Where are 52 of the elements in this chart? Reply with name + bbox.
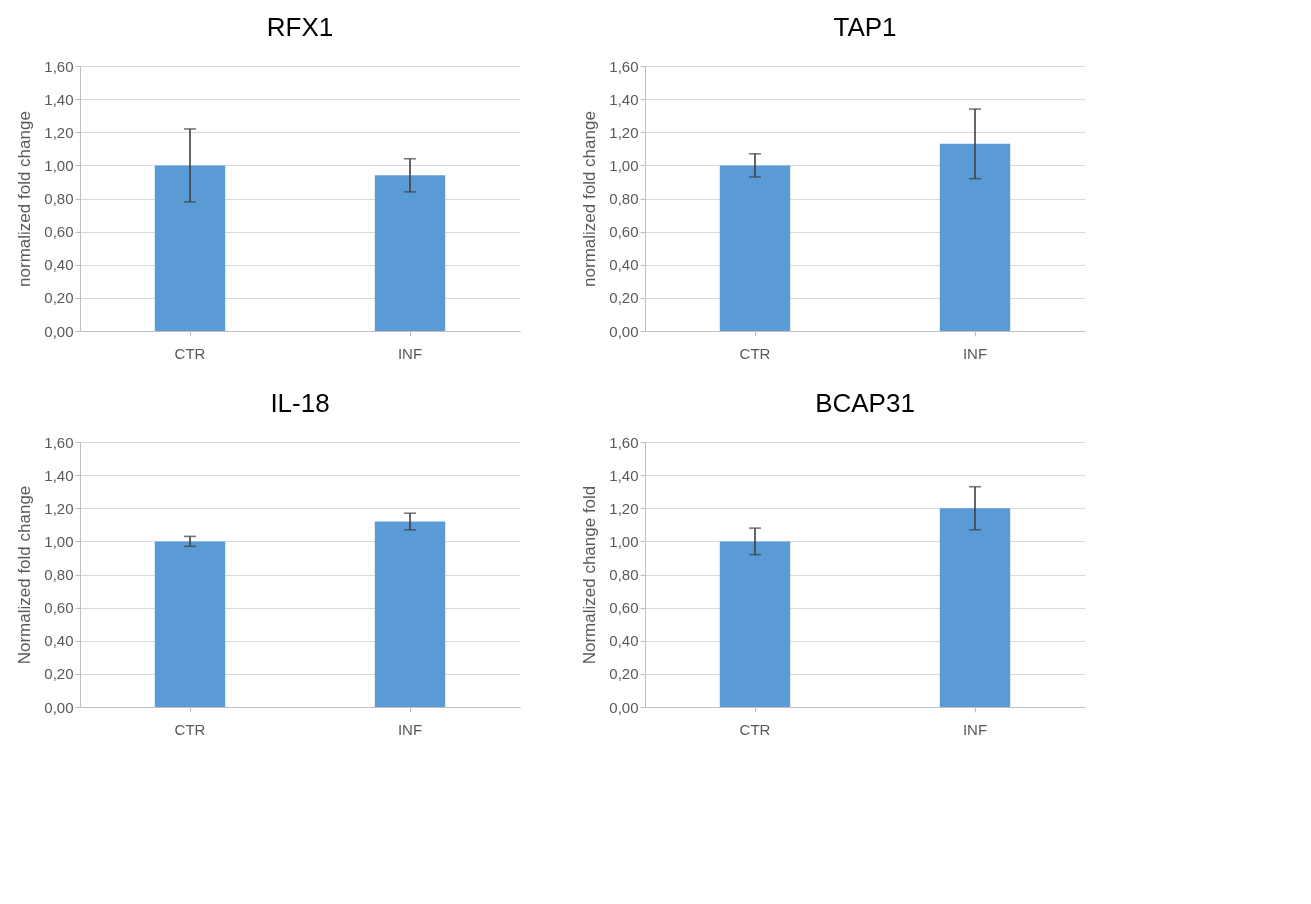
x-tick-label: CTR <box>174 344 206 362</box>
y-tick-label: 0,40 <box>44 632 74 650</box>
y-tick-label: 1,00 <box>44 156 74 174</box>
y-tick-label: 0,00 <box>609 698 639 716</box>
x-tick-label: INF <box>962 720 988 738</box>
y-tick-label: 0,40 <box>609 256 639 274</box>
y-tick-label: 1,60 <box>609 57 639 75</box>
y-tick-label: 0,80 <box>44 566 74 583</box>
y-tick-label: 1,00 <box>609 156 639 174</box>
chart-title: BCAP31 <box>815 388 915 418</box>
y-tick-label: 0,60 <box>44 599 74 617</box>
y-tick-label: 0,80 <box>609 190 639 207</box>
y-tick-label: 1,00 <box>44 532 74 550</box>
y-tick-label: 0,00 <box>44 322 74 340</box>
y-tick-label: 1,40 <box>609 466 639 484</box>
y-axis-title: Normalized change fold <box>580 485 600 665</box>
y-tick-label: 1,40 <box>609 90 639 108</box>
y-tick-label: 1,60 <box>609 433 639 451</box>
y-tick-label: 0,20 <box>609 665 639 683</box>
y-tick-label: 0,20 <box>44 289 74 307</box>
y-tick-label: 0,80 <box>609 566 639 583</box>
y-tick-label: 1,20 <box>44 123 74 141</box>
chart-title: IL-18 <box>270 388 330 418</box>
x-tick-label: INF <box>397 344 423 362</box>
x-tick-label: CTR <box>174 720 206 738</box>
y-tick-label: 1,40 <box>44 90 74 108</box>
x-tick-label: INF <box>962 344 988 362</box>
y-tick-label: 1,60 <box>44 433 74 451</box>
y-axis-title: Normalized fold change <box>15 485 35 665</box>
x-tick-label: CTR <box>739 720 771 738</box>
y-axis-title: normalized fold change <box>580 111 600 287</box>
y-tick-label: 0,60 <box>609 599 639 617</box>
y-tick-label: 0,40 <box>44 256 74 274</box>
y-tick-label: 0,00 <box>609 322 639 340</box>
y-tick-label: 1,20 <box>609 123 639 141</box>
y-axis-title: normalized fold change <box>15 111 35 287</box>
y-tick-label: 0,20 <box>44 665 74 683</box>
y-tick-label: 0,00 <box>44 698 74 716</box>
y-tick-label: 0,20 <box>609 289 639 307</box>
chart-title: TAP1 <box>833 12 897 42</box>
x-tick-label: CTR <box>739 344 771 362</box>
y-tick-label: 1,60 <box>44 57 74 75</box>
y-tick-label: 0,40 <box>609 632 639 650</box>
y-tick-label: 1,40 <box>44 466 74 484</box>
y-tick-label: 1,20 <box>609 499 639 517</box>
y-tick-label: 1,20 <box>44 499 74 517</box>
y-tick-label: 1,00 <box>609 532 639 550</box>
y-tick-label: 0,80 <box>44 190 74 207</box>
y-tick-label: 0,60 <box>44 223 74 241</box>
x-tick-label: INF <box>397 720 423 738</box>
y-tick-label: 0,60 <box>609 223 639 241</box>
chart-title: RFX1 <box>266 12 334 42</box>
